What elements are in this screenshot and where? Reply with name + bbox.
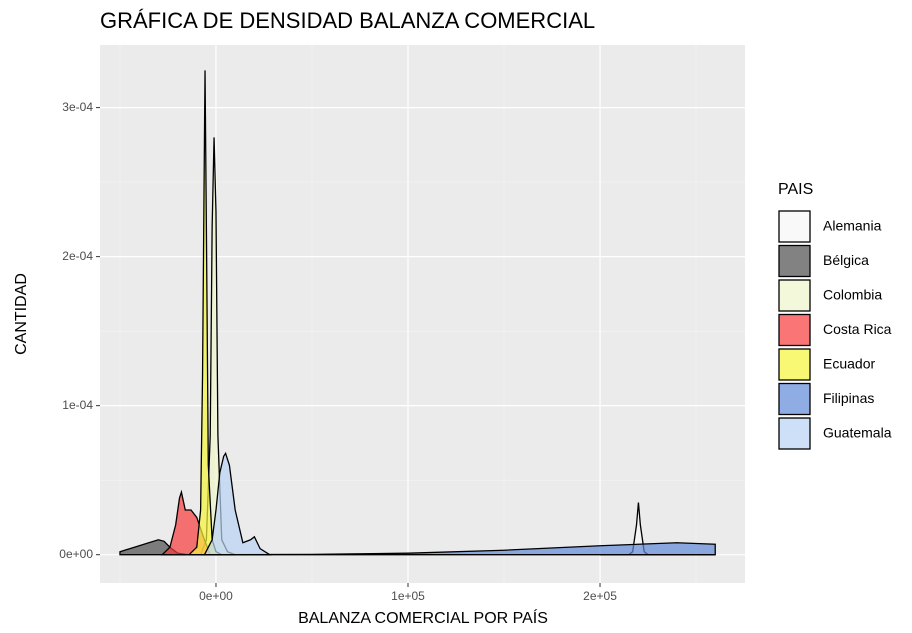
density-area — [203, 451, 273, 556]
y-axis-title: CANTIDAD — [13, 273, 30, 355]
y-tick-label: 0e+00 — [59, 547, 93, 561]
y-tick-label: 1e-04 — [62, 398, 93, 412]
legend-title: PAIS — [778, 181, 813, 198]
x-axis-title: BALANZA COMERCIAL POR PAÍS — [298, 608, 548, 627]
legend-key — [778, 210, 811, 243]
y-tick-label: 2e-04 — [62, 249, 93, 263]
legend-key — [778, 348, 811, 381]
legend-key — [778, 279, 811, 312]
legend-label: Filipinas — [823, 390, 874, 406]
x-tick-label: 2e+05 — [583, 589, 617, 603]
legend-key — [778, 382, 811, 416]
density-area — [206, 542, 716, 556]
legend-key — [778, 244, 811, 278]
plot-panel — [100, 45, 745, 583]
legend-label: Guatemala — [823, 425, 892, 441]
legend-key — [778, 313, 811, 347]
legend-label: Colombia — [823, 287, 882, 303]
x-tick-label: 0e+00 — [199, 589, 233, 603]
legend-label: Costa Rica — [823, 321, 892, 337]
legend-label: Bélgica — [823, 252, 869, 268]
legend-label: Alemania — [823, 218, 882, 234]
x-tick-label: 1e+05 — [391, 589, 425, 603]
chart-title: GRÁFICA DE DENSIDAD BALANZA COMERCIAL — [100, 8, 595, 33]
y-tick-label: 3e-04 — [62, 100, 93, 114]
legend-label: Ecuador — [823, 356, 875, 372]
legend-key — [778, 417, 811, 450]
